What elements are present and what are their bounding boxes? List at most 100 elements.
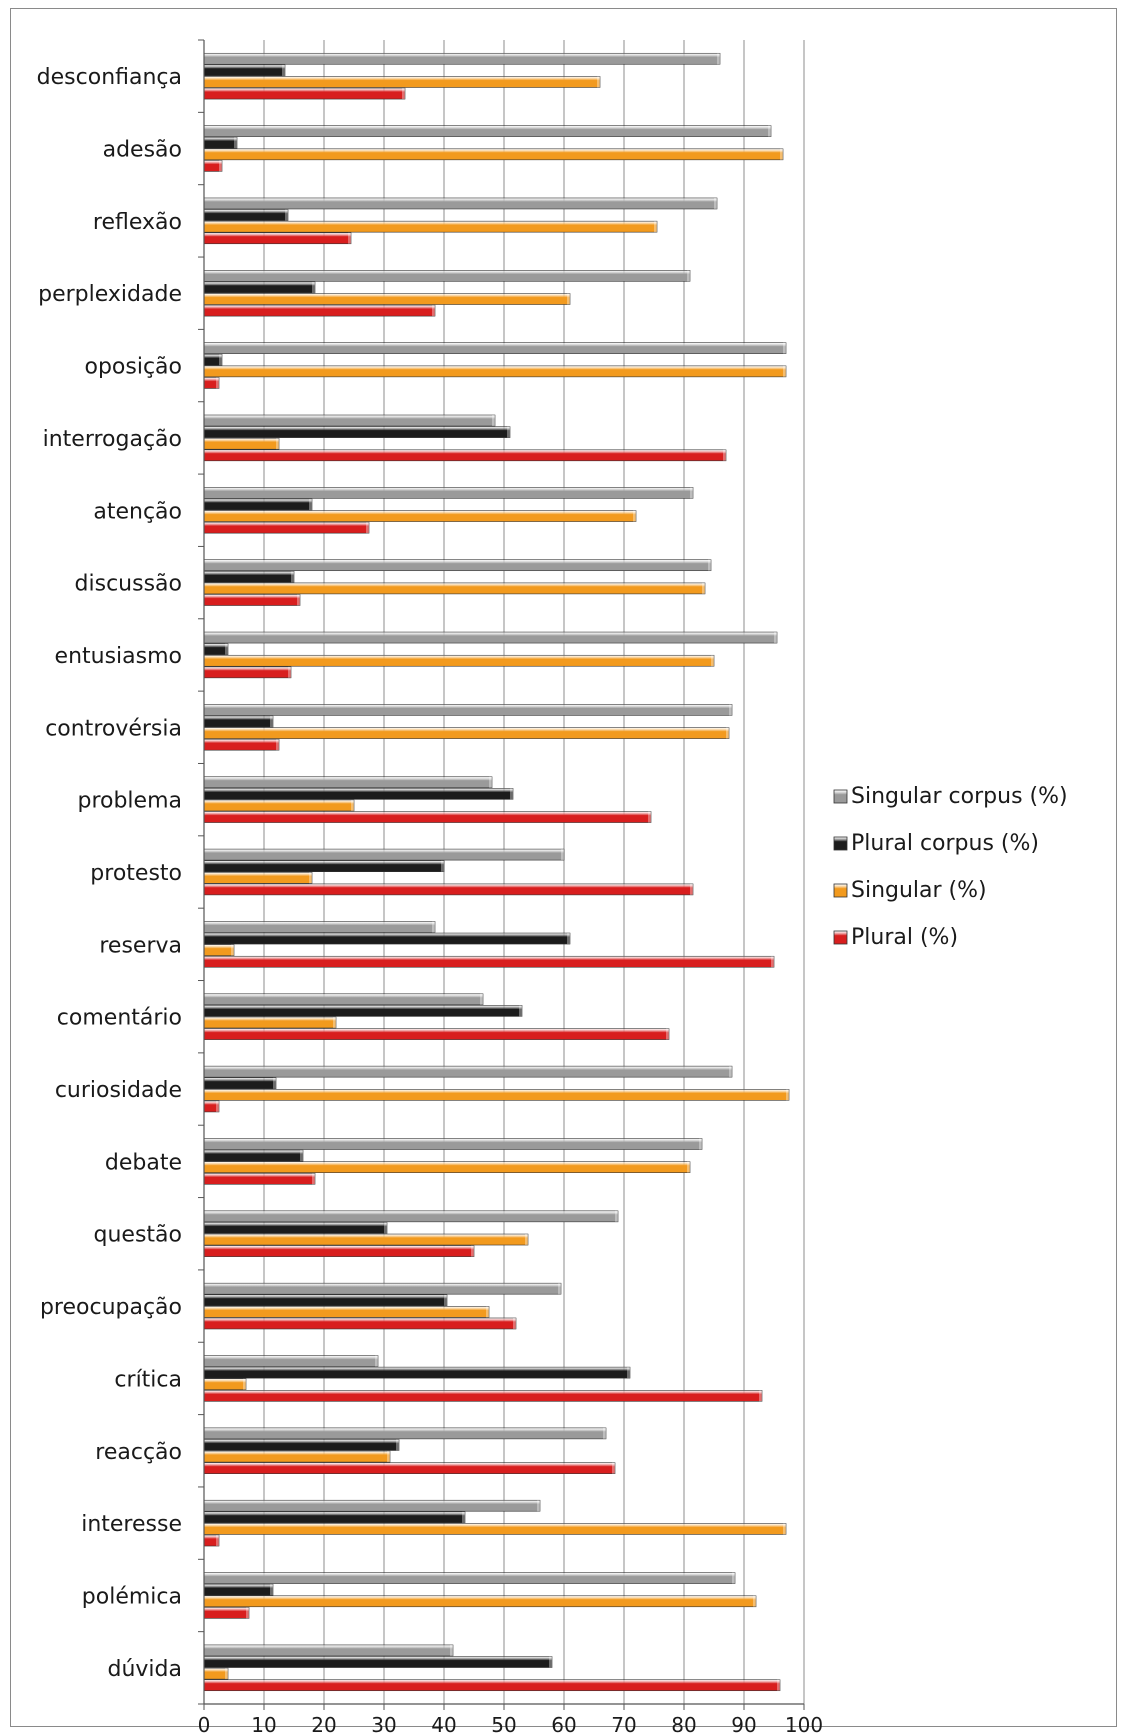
bar-cap <box>492 415 495 427</box>
bar-discussao-singular <box>203 582 706 595</box>
category-label-desconfianca: desconfiança <box>37 65 182 90</box>
bar-problema-singular-corpus <box>203 776 493 789</box>
bar-controversia-plural-corpus <box>203 715 274 728</box>
bar-cap <box>312 1173 315 1185</box>
bar-cap <box>432 305 435 317</box>
bar-questao-singular <box>203 1233 529 1246</box>
bar-protesto-plural <box>203 883 694 896</box>
bar-cap <box>384 1222 387 1234</box>
bar-preocupacao-singular <box>203 1306 490 1318</box>
bar-cap <box>732 1572 735 1584</box>
bar-cap <box>711 655 714 667</box>
bar-cap <box>648 811 651 823</box>
bar-reflexao-plural-corpus <box>203 209 289 221</box>
bar-comentario-singular-corpus <box>203 993 484 1006</box>
bar-adesao-plural-corpus <box>203 136 238 149</box>
bar-cap <box>216 377 219 389</box>
bar-cap <box>225 1668 228 1680</box>
bar-duvida-singular <box>203 1667 229 1680</box>
bar-cap <box>273 1077 276 1089</box>
bar-controversia-singular <box>203 727 730 739</box>
bar-preocupacao-plural <box>203 1317 517 1330</box>
bar-cap <box>519 1005 522 1017</box>
bar-desconfianca-plural <box>203 87 406 100</box>
bar-entusiasmo-plural <box>203 666 292 679</box>
bar-reserva-singular-corpus <box>203 921 436 933</box>
bar-cap <box>432 921 435 933</box>
bar-duvida-plural <box>203 1679 781 1692</box>
bar-reflexao-singular-corpus <box>203 197 718 210</box>
bars <box>203 52 790 1692</box>
bar-interrogacao-singular <box>203 437 280 450</box>
bar-polemica-plural-corpus <box>203 1583 274 1596</box>
bar-interesse-plural-corpus <box>203 1511 466 1524</box>
bar-cap <box>561 849 564 861</box>
bar-cap <box>702 582 705 594</box>
category-label-polemica: polémica <box>82 1584 182 1609</box>
bar-discussao-plural <box>203 594 301 606</box>
bar-cap <box>246 1607 249 1619</box>
bar-cap <box>549 1656 552 1668</box>
bar-critica-singular <box>203 1378 247 1391</box>
x-tick-label: 20 <box>311 1713 336 1735</box>
category-label-discussao: discussão <box>75 572 182 597</box>
category-label-atencao: atenção <box>93 499 182 524</box>
bar-cap <box>726 727 729 739</box>
bar-cap <box>348 232 351 244</box>
legend-swatch-plural <box>833 930 848 945</box>
bar-polemica-singular-corpus <box>203 1572 736 1584</box>
category-label-reaccao: reacção <box>95 1440 182 1465</box>
bar-cap <box>480 993 483 1005</box>
bar-interrogacao-plural-corpus <box>203 426 511 438</box>
bar-oposicao-singular <box>203 365 787 378</box>
bar-problema-plural-corpus <box>203 788 514 800</box>
x-tick-label: 30 <box>371 1713 396 1735</box>
bar-cap <box>471 1245 474 1257</box>
bar-cap <box>276 739 279 751</box>
category-label-debate: debate <box>105 1150 182 1175</box>
bar-polemica-singular <box>203 1595 757 1608</box>
bar-duvida-plural-corpus <box>203 1656 553 1668</box>
bar-cap <box>777 1679 780 1691</box>
category-label-controversia: controvérsia <box>45 716 182 741</box>
bar-cap <box>270 1584 273 1596</box>
bar-preocupacao-singular-corpus <box>203 1282 562 1295</box>
bar-cap <box>768 125 771 137</box>
bar-problema-singular <box>203 799 355 812</box>
bar-debate-singular <box>203 1161 691 1173</box>
category-label-perplexidade: perplexidade <box>38 282 182 307</box>
bar-cap <box>714 197 717 209</box>
bar-desconfianca-singular-corpus <box>203 52 721 65</box>
x-tick-label: 90 <box>731 1713 756 1735</box>
bar-cap <box>219 160 222 172</box>
category-label-protesto: protesto <box>90 861 182 886</box>
bar-critica-singular-corpus <box>203 1355 379 1367</box>
bar-cap <box>666 1028 669 1040</box>
bar-debate-singular-corpus <box>203 1138 703 1150</box>
x-tick-label: 50 <box>491 1713 516 1735</box>
bar-duvida-singular-corpus <box>203 1644 454 1657</box>
bar-controversia-singular-corpus <box>203 704 733 716</box>
bar-problema-plural <box>203 811 652 823</box>
bar-cap <box>783 365 786 377</box>
x-tick-label: 0 <box>198 1713 211 1735</box>
bar-critica-plural-corpus <box>203 1366 631 1379</box>
bar-interesse-singular-corpus <box>203 1499 541 1512</box>
bar-comentario-plural-corpus <box>203 1005 523 1017</box>
bar-reaccao-plural-corpus <box>203 1439 400 1451</box>
bar-cap <box>234 137 237 149</box>
bar-cap <box>486 1306 489 1318</box>
bar-discussao-singular-corpus <box>203 559 712 572</box>
bar-preocupacao-plural-corpus <box>203 1294 448 1307</box>
category-label-preocupacao: preocupação <box>40 1295 182 1320</box>
category-labels: desconfiança adesão reflexão perplexidade op… <box>37 65 182 1682</box>
bar-cap <box>687 270 690 282</box>
x-tick-label: 70 <box>611 1713 636 1735</box>
bar-reserva-plural <box>203 955 775 968</box>
category-label-curiosidade: curiosidade <box>55 1078 182 1103</box>
bar-cap <box>285 209 288 221</box>
bar-critica-plural <box>203 1390 763 1402</box>
bar-cap <box>351 799 354 811</box>
bar-cap <box>291 571 294 583</box>
